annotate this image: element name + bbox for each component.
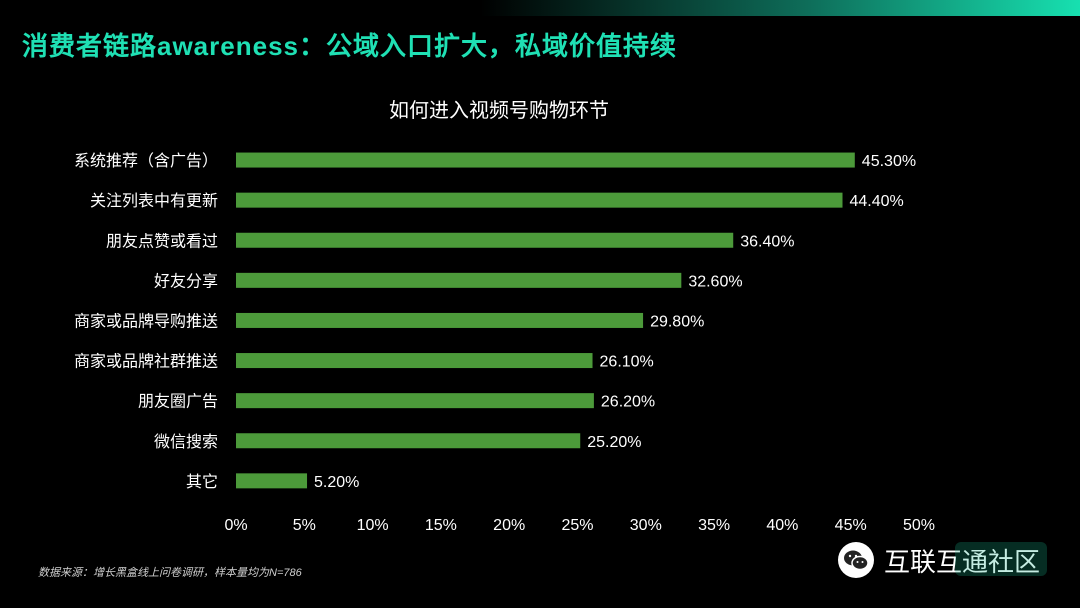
bar-value-label: 5.20% [314,474,359,491]
bar-value-label: 25.20% [587,434,641,451]
category-label: 其它 [186,473,218,491]
bar [236,192,843,208]
bar-value-label: 45.30% [862,153,916,170]
x-tick-label: 15% [425,517,457,534]
bar [236,393,594,409]
bar [236,433,581,449]
x-tick-label: 40% [766,517,798,534]
page-headline: 消费者链路awareness：公域入口扩大，私域价值持续 [22,31,677,61]
chart-title: 如何进入视频号购物环节 [389,99,609,122]
x-tick-label: 0% [224,517,247,534]
category-label: 好友分享 [154,272,218,290]
bar [236,353,593,369]
category-label: 商家或品牌导购推送 [74,312,218,330]
watermark-text: 互联互通社区 [884,546,1041,577]
x-tick-label: 20% [493,517,525,534]
category-label: 朋友圈广告 [138,393,218,411]
category-label: 商家或品牌社群推送 [74,353,218,371]
source-note: 数据来源：增长黑盒线上问卷调研，样本量均为N=786 [38,567,302,579]
bar [236,473,308,489]
x-tick-label: 5% [293,517,316,534]
bar-value-label: 26.10% [600,354,654,371]
bar [236,272,682,288]
bar-chart: 如何进入视频号购物环节 系统推荐（含广告） 45.30% 关注列表中有更新 44.40… [74,99,935,534]
x-tick-label: 35% [698,517,730,534]
wechat-icon [838,542,874,578]
x-tick-label: 25% [561,517,593,534]
bar-value-label: 26.20% [601,394,655,411]
category-label: 朋友点赞或看过 [106,232,218,250]
watermark: 互联互通社区 [838,540,1040,580]
bar [236,152,855,168]
bar [236,232,734,248]
category-label: 微信搜索 [154,433,218,451]
x-tick-label: 45% [835,517,867,534]
bar-value-label: 36.40% [740,233,794,250]
x-tick-label: 30% [630,517,662,534]
bar [236,312,644,328]
x-tick-label: 10% [357,517,389,534]
bar-value-label: 44.40% [850,193,904,210]
bar-value-label: 29.80% [650,313,704,330]
corner-badge [955,542,1047,576]
bar-value-label: 32.60% [688,273,742,290]
x-tick-label: 50% [903,517,935,534]
top-accent-bar [480,0,1080,16]
category-label: 关注列表中有更新 [90,192,218,210]
category-label: 系统推荐（含广告） [74,152,218,170]
